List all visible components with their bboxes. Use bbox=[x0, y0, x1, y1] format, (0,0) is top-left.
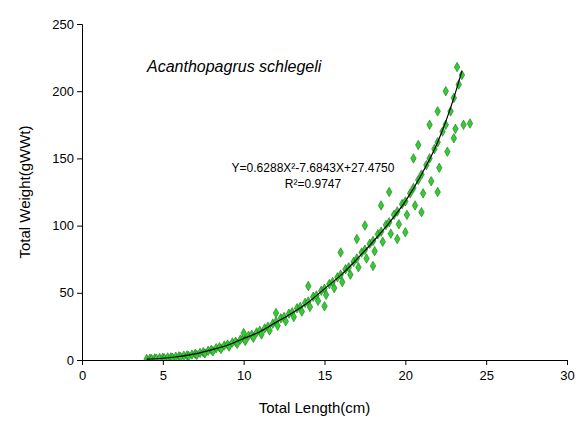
x-tick: 0 bbox=[79, 360, 86, 383]
scatter-point bbox=[427, 120, 432, 129]
x-tick-mark bbox=[486, 360, 487, 365]
scatter-point bbox=[323, 290, 328, 299]
scatter-point bbox=[380, 237, 385, 246]
x-tick: 30 bbox=[560, 360, 574, 383]
y-tick: 50 bbox=[60, 285, 82, 300]
scatter-point bbox=[306, 281, 311, 290]
y-axis: 0 50 100 150 200 250 bbox=[52, 17, 82, 368]
x-tick-label: 10 bbox=[237, 368, 251, 383]
y-tick-label: 150 bbox=[52, 151, 74, 166]
scatter-point bbox=[435, 107, 440, 116]
x-tick: 5 bbox=[160, 360, 167, 383]
x-tick-mark bbox=[244, 360, 245, 365]
scatter-point bbox=[461, 120, 466, 129]
y-tick-label: 0 bbox=[67, 353, 74, 368]
scatter-point bbox=[412, 201, 417, 210]
marks bbox=[144, 62, 473, 360]
scatter-point bbox=[428, 177, 433, 186]
scatter-point bbox=[331, 283, 336, 292]
scatter-point bbox=[362, 221, 367, 230]
scatter-point bbox=[388, 229, 393, 238]
scatter-point bbox=[451, 133, 456, 142]
y-tick-label: 100 bbox=[52, 218, 74, 233]
y-tick: 150 bbox=[52, 151, 82, 166]
scatter-point bbox=[386, 187, 391, 196]
scatter-point bbox=[354, 234, 359, 243]
chart-container: 0 5 10 15 20 25 30 0 50 100 150 200 250 Acanthopagrus… bbox=[0, 0, 584, 421]
scatter-point bbox=[420, 189, 425, 198]
scatter-point bbox=[372, 246, 377, 255]
scatter-point bbox=[419, 207, 424, 216]
scatter-point bbox=[378, 201, 383, 210]
y-tick-label: 200 bbox=[52, 84, 74, 99]
scatter-point bbox=[395, 234, 400, 243]
x-tick-mark bbox=[405, 360, 406, 365]
chart-svg: 0 5 10 15 20 25 30 0 50 100 150 200 250 Acanthopagrus… bbox=[0, 0, 584, 421]
scatter-point bbox=[445, 147, 450, 156]
annotation: R²=0.9747 bbox=[285, 177, 342, 191]
fit-line bbox=[147, 71, 462, 359]
y-tick-label: 50 bbox=[60, 285, 74, 300]
scatter-point bbox=[273, 308, 278, 317]
x-tick-label: 15 bbox=[318, 368, 332, 383]
y-tick-mark bbox=[77, 226, 82, 227]
y-axis-line bbox=[77, 25, 83, 361]
scatter-point bbox=[454, 62, 459, 71]
x-tick-mark bbox=[567, 360, 568, 365]
x-axis: 0 5 10 15 20 25 30 bbox=[79, 360, 575, 383]
y-tick-label: 250 bbox=[52, 17, 74, 32]
scatter-point bbox=[338, 248, 343, 257]
x-tick: 25 bbox=[479, 360, 493, 383]
scatter-point bbox=[435, 187, 440, 196]
y-tick: 0 bbox=[67, 353, 82, 368]
y-tick-mark bbox=[77, 293, 82, 294]
y-tick-mark bbox=[77, 24, 82, 25]
scatter-point bbox=[437, 163, 442, 172]
scatter-point bbox=[396, 220, 401, 229]
y-axis-title: Total Weight(gWWt) bbox=[16, 125, 33, 258]
x-axis-title: Total Length(cm) bbox=[259, 399, 371, 416]
y-tick: 250 bbox=[52, 17, 82, 32]
x-tick: 15 bbox=[318, 360, 332, 383]
scatter-point bbox=[307, 302, 312, 311]
x-tick-label: 0 bbox=[79, 368, 86, 383]
x-tick: 20 bbox=[399, 360, 413, 383]
x-tick: 10 bbox=[237, 360, 251, 383]
y-tick-mark bbox=[77, 158, 82, 159]
annotation: Y=0.6288X²-7.6843X+27.4750 bbox=[232, 161, 395, 175]
y-tick: 100 bbox=[52, 218, 82, 233]
y-tick-mark bbox=[77, 360, 82, 361]
scatter-point bbox=[404, 210, 409, 219]
scatter-point bbox=[348, 270, 353, 279]
scatter-point bbox=[315, 296, 320, 305]
scatter-point bbox=[403, 228, 408, 237]
scatter-point bbox=[370, 261, 375, 270]
chart-title: Acanthopagrus schlegeli bbox=[146, 58, 322, 75]
scatter-point bbox=[467, 119, 472, 128]
scatter-point bbox=[340, 277, 345, 286]
scatter-point bbox=[364, 254, 369, 263]
plot-area: 0 5 10 15 20 25 30 0 50 100 150 200 250 bbox=[52, 17, 574, 383]
x-tick-label: 25 bbox=[479, 368, 493, 383]
x-tick-mark bbox=[325, 360, 326, 365]
scatter-point bbox=[443, 86, 448, 95]
scatter-point bbox=[241, 328, 246, 337]
scatter-point bbox=[356, 263, 361, 272]
x-tick-label: 5 bbox=[160, 368, 167, 383]
y-tick-mark bbox=[77, 91, 82, 92]
scatter-point bbox=[411, 154, 416, 163]
scatter-point bbox=[322, 301, 327, 310]
scatter-point bbox=[416, 140, 421, 149]
y-tick: 200 bbox=[52, 84, 82, 99]
x-tick-mark bbox=[163, 360, 164, 365]
x-axis-line bbox=[83, 361, 568, 366]
x-tick-label: 20 bbox=[399, 368, 413, 383]
x-tick-label: 30 bbox=[560, 368, 574, 383]
scatter-point bbox=[453, 124, 458, 133]
